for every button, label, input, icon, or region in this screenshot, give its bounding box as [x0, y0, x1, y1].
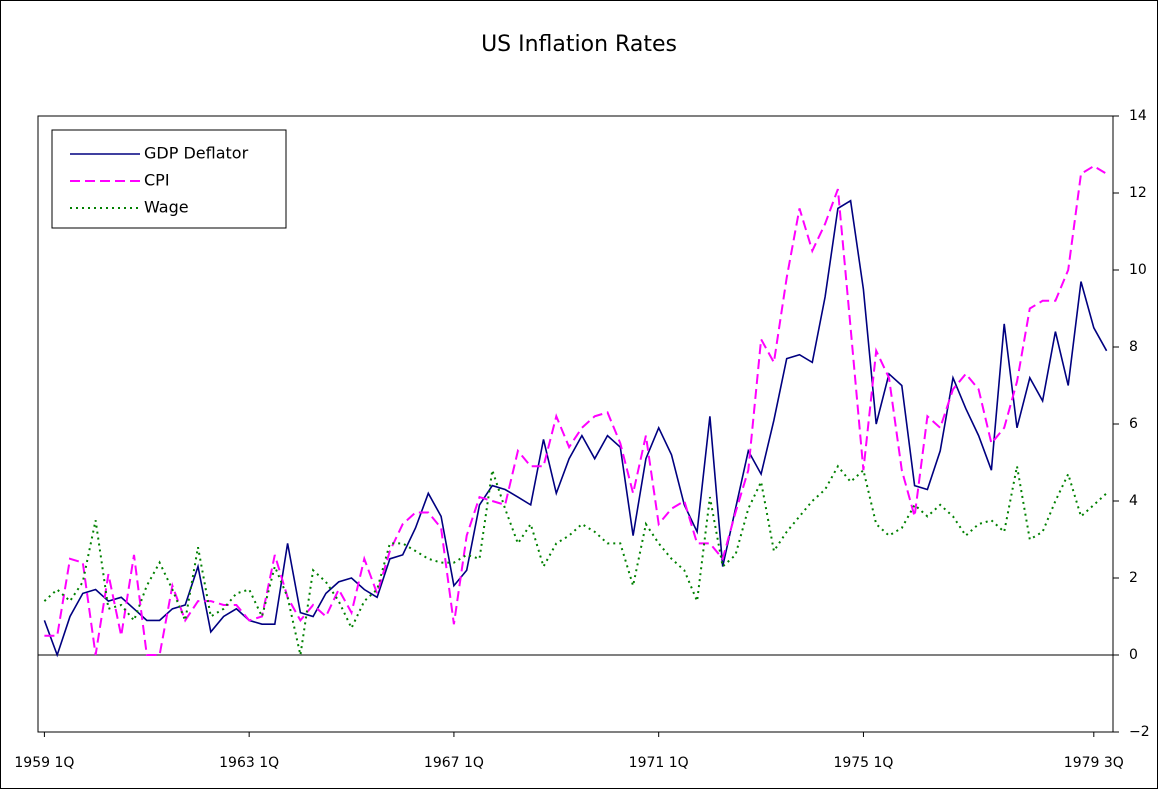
y-tick-label: −2 [1129, 724, 1150, 740]
chart-title: US Inflation Rates [481, 32, 677, 57]
line-series [43, 464, 1108, 656]
legend-label: CPI [144, 171, 170, 190]
line-series [44, 164, 1108, 656]
x-tick-label: 1963 1Q [219, 755, 279, 771]
y-tick-label: 14 [1129, 108, 1147, 124]
legend-label: GDP Deflator [144, 144, 249, 163]
legend-label: Wage [144, 198, 189, 217]
y-tick-label: 4 [1129, 493, 1138, 509]
y-tick-label: 10 [1129, 262, 1147, 278]
y-tick-label: 12 [1129, 185, 1147, 201]
legend-box [51, 129, 287, 229]
x-tick-label: 1979 3Q [1064, 755, 1124, 771]
line-series [43, 199, 1108, 658]
y-tick-label: 2 [1129, 570, 1138, 586]
y-tick-label: 0 [1129, 647, 1138, 663]
x-tick-label: 1959 1Q [14, 755, 74, 771]
y-tick-label: 6 [1129, 416, 1138, 432]
x-tick-label: 1971 1Q [629, 755, 689, 771]
y-tick-label: 8 [1129, 339, 1138, 355]
x-tick-label: 1967 1Q [424, 755, 484, 771]
x-tick-label: 1975 1Q [833, 755, 893, 771]
